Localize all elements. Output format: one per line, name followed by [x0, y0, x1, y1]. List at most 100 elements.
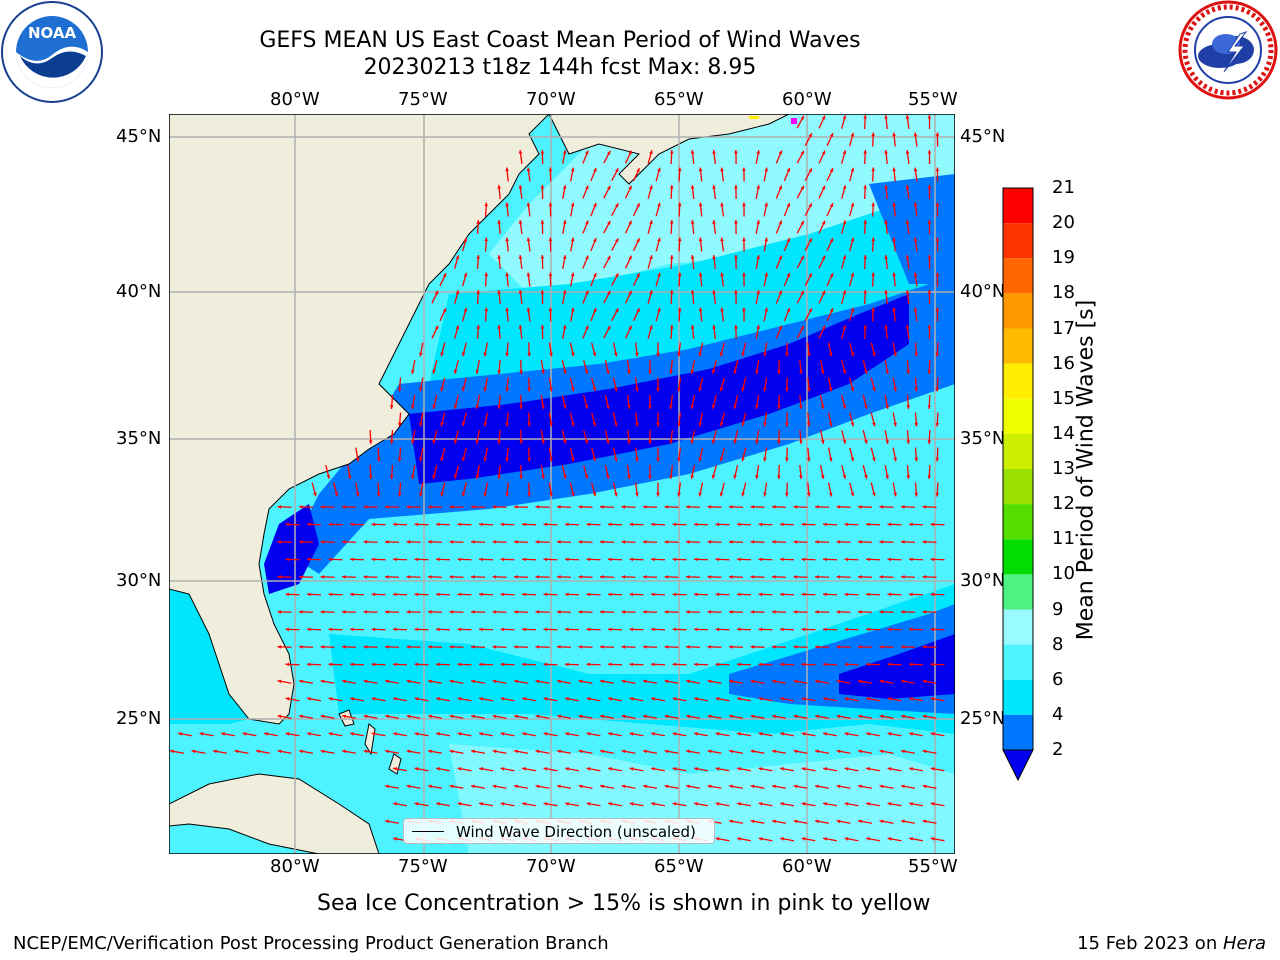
- wind-arrow-head: [428, 749, 432, 754]
- wind-arrow-head: [930, 767, 935, 771]
- wind-arrow-head: [526, 167, 531, 172]
- wind-arrow-head: [557, 505, 561, 509]
- wind-arrow-head: [479, 557, 483, 562]
- wind-arrow-head: [442, 273, 447, 278]
- wind-arrow-head: [535, 679, 540, 684]
- wind-arrow-head: [885, 370, 889, 374]
- wind-arrow-head: [385, 645, 389, 649]
- wind-arrow-head: [651, 662, 655, 667]
- wind-arrow-head: [801, 767, 806, 771]
- wind-arrow-head: [741, 492, 745, 497]
- wind-arrow-head: [548, 272, 553, 277]
- wind-arrow-head: [586, 522, 591, 527]
- wind-arrow-head: [584, 369, 589, 374]
- wind-arrow-head: [866, 662, 870, 667]
- colorbar-cell: [1003, 363, 1033, 399]
- wind-arrow-head: [729, 505, 733, 509]
- wind-arrow-head: [800, 220, 804, 225]
- wind-arrow-head: [807, 387, 811, 392]
- wind-arrow-head: [514, 540, 518, 544]
- wind-arrow-head: [750, 540, 755, 544]
- wind-arrow-head: [884, 185, 888, 189]
- lon-tick-bottom-4: 65°W: [654, 856, 704, 877]
- wind-arrow-head: [320, 575, 325, 579]
- wind-arrow-head: [750, 784, 755, 789]
- wind-arrow-head: [363, 610, 368, 614]
- wind-arrow-head: [440, 457, 444, 462]
- wind-arrow-head: [656, 422, 660, 427]
- wind-arrow-head: [543, 557, 548, 562]
- wind-arrow-head: [850, 132, 855, 137]
- wind-arrow-head: [927, 325, 932, 329]
- colorbar-cell: [1003, 258, 1033, 294]
- wind-arrow-head: [720, 237, 724, 242]
- wind-arrow-head: [844, 697, 849, 701]
- wind-arrow-head: [342, 610, 346, 614]
- wind-arrow-head: [686, 575, 690, 579]
- wind-arrow-head: [299, 645, 303, 649]
- wind-arrow-head: [483, 352, 488, 357]
- lon-tick-bottom-1: 80°W: [270, 856, 320, 877]
- wind-arrow-head: [772, 540, 776, 544]
- wind-arrow-head: [285, 697, 290, 701]
- wind-arrow-head: [829, 308, 834, 313]
- wind-arrow-head: [320, 679, 325, 684]
- wind-arrow-head: [801, 802, 806, 806]
- wind-arrow-head: [737, 662, 741, 667]
- wind-arrow-head: [712, 290, 716, 294]
- wind-arrow-head: [844, 837, 849, 841]
- wind-arrow-head: [842, 150, 847, 155]
- wind-arrow-head: [565, 802, 569, 806]
- wind-arrow-head: [785, 352, 789, 357]
- wind-arrow-head: [514, 645, 518, 649]
- wind-arrow-head: [664, 784, 669, 789]
- wind-arrow-head: [828, 492, 833, 497]
- wind-arrow-head: [285, 557, 290, 562]
- wind-arrow-head: [909, 697, 913, 701]
- wind-arrow-head: [858, 505, 862, 509]
- wind-arrow-head: [842, 290, 847, 295]
- wind-arrow-head: [606, 150, 611, 155]
- wind-arrow-head: [570, 202, 575, 207]
- wind-arrow-head: [842, 185, 847, 190]
- wind-arrow-head: [307, 557, 311, 562]
- wind-arrow-head: [397, 387, 402, 392]
- lat-tick-right-5: 25°N: [960, 708, 1006, 729]
- wind-arrow-head: [393, 522, 397, 527]
- wind-arrow-head: [406, 575, 411, 579]
- wind-arrow-head: [476, 290, 481, 294]
- lat-tick-left-3: 35°N: [116, 428, 162, 449]
- wind-arrow-head: [385, 819, 389, 824]
- wind-arrow-head: [858, 749, 862, 754]
- wind-arrow-head: [887, 662, 892, 667]
- wind-arrow-head: [614, 203, 619, 208]
- wind-arrow-head: [884, 115, 888, 119]
- wind-arrow-head: [457, 732, 462, 736]
- wind-arrow-head: [772, 784, 776, 789]
- wind-arrow-head: [371, 732, 376, 736]
- wind-arrow-head: [614, 308, 619, 313]
- wind-arrow-head: [935, 132, 940, 137]
- wind-arrow-head: [935, 307, 940, 312]
- wind-arrow-head: [686, 505, 690, 509]
- wind-arrow-head: [522, 662, 526, 667]
- wind-arrow-head: [887, 732, 892, 736]
- wind-arrow-head: [892, 272, 896, 277]
- wind-arrow-head: [355, 457, 360, 462]
- wind-arrow-head: [844, 732, 849, 736]
- wind-arrow-head: [608, 557, 612, 562]
- wind-arrow-head: [483, 422, 488, 427]
- wind-arrow-head: [777, 405, 781, 409]
- colorbar-tick: 4: [1052, 703, 1064, 725]
- wind-arrow-head: [909, 837, 913, 841]
- wind-arrow-head: [449, 784, 454, 789]
- wind-arrow-head: [672, 592, 677, 597]
- wind-arrow-head: [777, 370, 781, 374]
- wind-arrow-head: [707, 714, 712, 719]
- wind-arrow-head: [914, 492, 919, 497]
- wind-arrow-head: [720, 202, 724, 207]
- wind-arrow-head: [927, 290, 932, 294]
- wind-arrow-head: [719, 422, 724, 427]
- wind-arrow-head: [635, 492, 639, 497]
- wind-arrow-head: [690, 325, 695, 329]
